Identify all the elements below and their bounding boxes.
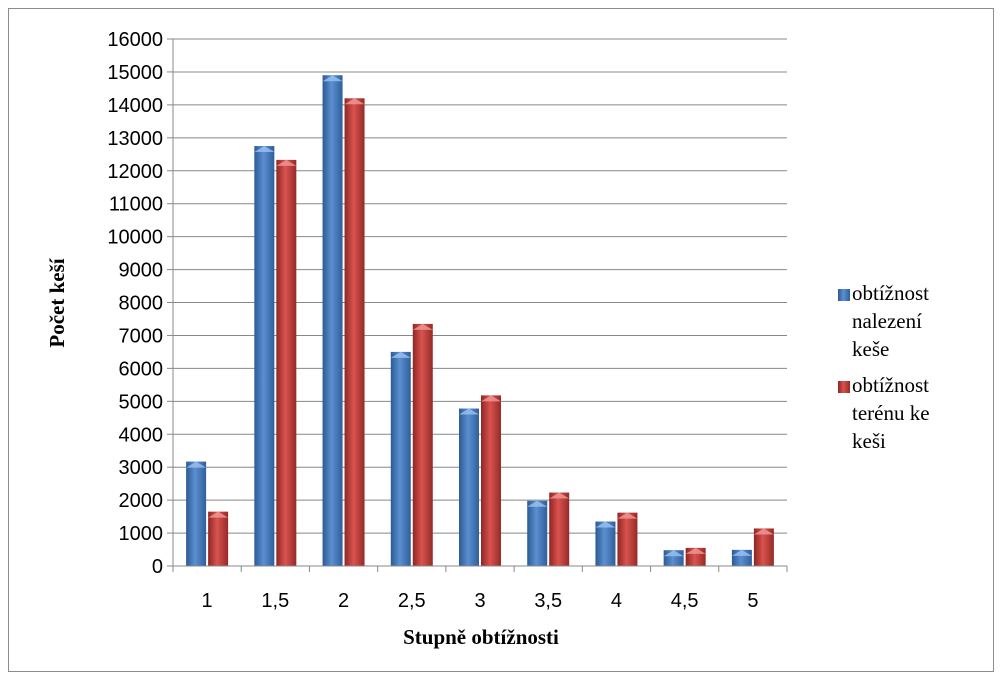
bar-body: [595, 521, 616, 566]
bar-cap: [595, 521, 616, 528]
bars: [186, 75, 774, 567]
bar-cap: [731, 549, 752, 556]
x-tick-label: 2,5: [398, 590, 426, 612]
bar: [595, 521, 616, 566]
x-tick-label: 5: [747, 590, 758, 612]
y-tick-label: 9000: [119, 260, 164, 282]
bar: [254, 146, 275, 566]
bar-cap: [344, 98, 365, 105]
bar-body: [208, 511, 229, 566]
x-tick-label: 3,5: [534, 590, 562, 612]
bar-body: [549, 492, 570, 566]
x-tick-label: 1,5: [261, 590, 289, 612]
y-axis-title: Počet keší: [45, 257, 69, 347]
bar-cap: [527, 500, 548, 507]
legend-label-line: terénu ke: [852, 401, 930, 425]
bar: [685, 547, 706, 566]
bar: [390, 351, 411, 566]
legend-swatch: [838, 381, 850, 393]
bar-cap: [549, 492, 570, 499]
bar: [344, 98, 365, 566]
tick-labels: 0 1000 2000 3000 4000 5000 6000 7000 8000 9000 100…: [107, 29, 758, 612]
y-tick-label: 11000: [109, 194, 163, 216]
x-tick-label: 4,5: [671, 590, 699, 612]
y-tick-label: 2000: [119, 490, 164, 512]
legend-label: obtížnost terénu ke keši: [852, 373, 930, 453]
x-tick-label: 1: [202, 590, 213, 612]
bar-cap: [617, 512, 638, 519]
bar-cap: [276, 159, 297, 166]
bar: [186, 461, 207, 566]
bar-cap: [753, 528, 774, 535]
bar-cap: [390, 351, 411, 358]
bar: [527, 500, 548, 566]
bar: [549, 492, 570, 566]
y-tick-label: 7000: [119, 325, 164, 347]
bar-body: [322, 75, 343, 566]
bar-body: [753, 528, 774, 566]
legend-label-line: keše: [852, 337, 889, 361]
legend-label: obtížnost nalezení keše: [852, 281, 929, 361]
bar-body: [276, 159, 297, 567]
bar-cap: [208, 511, 229, 518]
bar: [459, 408, 479, 566]
y-tick-label: 14000: [107, 95, 163, 117]
bar-cap: [459, 408, 479, 415]
bar: [208, 511, 229, 566]
legend: obtížnost nalezení keše obtížnost terénu ke k…: [838, 281, 930, 453]
bar: [617, 512, 638, 566]
gridlines: [173, 38, 787, 534]
y-tick-label: 16000: [107, 29, 163, 51]
y-tick-label: 8000: [119, 293, 164, 315]
bar-body: [254, 146, 275, 566]
bar-cap: [663, 550, 684, 557]
x-axis-title: Stupně obtížnosti: [403, 625, 559, 649]
bar: [276, 159, 297, 567]
bar: [731, 549, 752, 566]
bar-body: [459, 408, 479, 566]
y-tick-label: 0: [152, 556, 163, 578]
bar-body: [412, 323, 433, 566]
bar: [753, 528, 774, 566]
y-tick-label: 1000: [119, 523, 164, 545]
bar-cap: [481, 395, 501, 402]
bar-body: [527, 500, 548, 566]
y-tick-label: 15000: [107, 62, 163, 84]
bar: [412, 323, 433, 566]
bar: [322, 75, 343, 566]
legend-swatch: [838, 289, 850, 301]
legend-label-line: keši: [852, 429, 886, 453]
x-tick-label: 3: [474, 590, 485, 612]
y-tick-label: 3000: [119, 457, 164, 479]
y-tick-label: 5000: [119, 391, 164, 413]
bar-body: [186, 461, 207, 566]
bar: [663, 550, 684, 566]
bar-cap: [322, 75, 343, 82]
legend-label-line: obtížnost: [852, 373, 929, 397]
y-tick-label: 12000: [107, 161, 163, 183]
bar-cap: [186, 461, 207, 468]
legend-item: obtížnost nalezení keše: [838, 281, 929, 361]
x-tick-label: 4: [611, 590, 622, 612]
axes: [167, 38, 788, 572]
legend-item: obtížnost terénu ke keši: [838, 373, 930, 453]
bar-body: [617, 512, 638, 566]
legend-label-line: nalezení: [852, 309, 922, 333]
legend-label-line: obtížnost: [852, 281, 929, 305]
y-tick-label: 6000: [119, 358, 164, 380]
bar-cap: [254, 146, 275, 153]
y-tick-label: 10000: [107, 227, 163, 249]
y-tick-label: 4000: [119, 424, 164, 446]
bar-body: [390, 351, 411, 566]
bar-cap: [412, 323, 433, 330]
bar-cap: [685, 547, 706, 554]
bar-body: [481, 395, 501, 566]
x-tick-label: 2: [338, 590, 349, 612]
y-tick-label: 13000: [107, 128, 163, 150]
bar: [481, 395, 501, 566]
bar-body: [344, 98, 365, 566]
